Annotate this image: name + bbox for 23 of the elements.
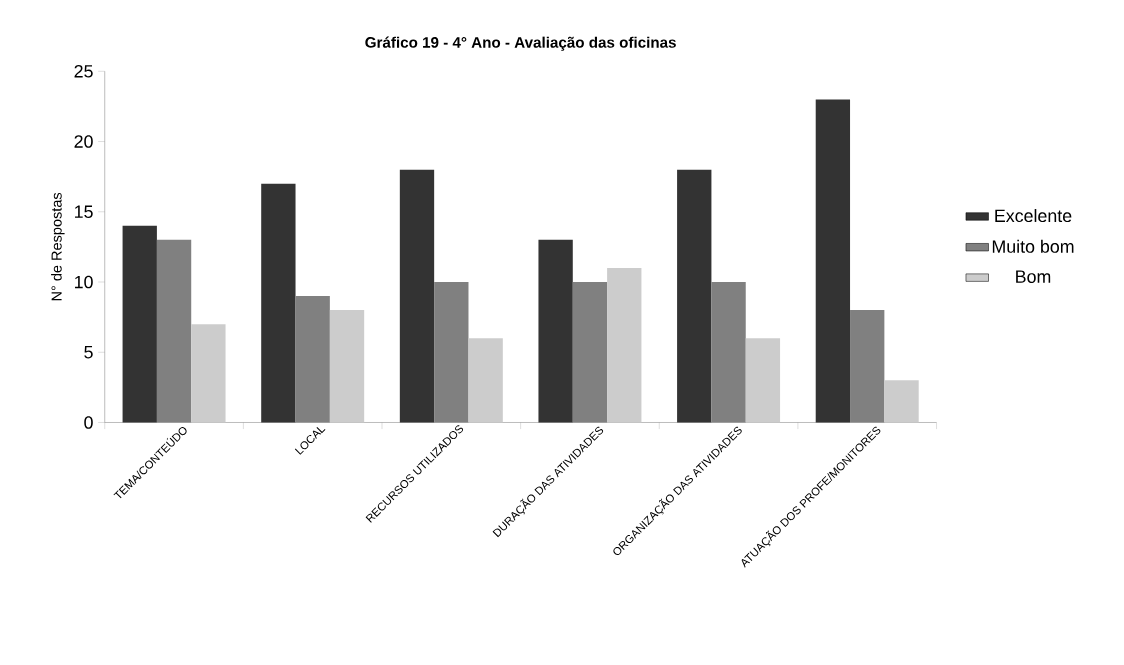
legend-label: Bom [1016,270,1051,283]
bar [261,183,296,423]
bar [329,309,365,423]
chart-title: Gráfico 19 - 4° Ano - Avaliação das oficinas [365,36,676,51]
bar [884,380,919,423]
bar [815,99,851,423]
y-tick-label: 25 [74,64,93,78]
y-tick-label: 15 [75,205,93,218]
bar [607,267,642,423]
bar [399,169,435,423]
bar [677,169,712,423]
bar [122,225,157,423]
bar [191,323,226,423]
y-tick-label: 0 [84,415,93,429]
legend-label: Excelente [995,208,1072,222]
legend-label: Muito bom [992,239,1074,253]
y-tick-label: 20 [74,135,93,148]
bar [538,239,573,423]
y-tick-label: 10 [75,275,93,289]
y-tick-label: 5 [84,345,93,359]
bar [745,338,781,423]
y-axis-title: N° de Respostas [51,192,65,301]
bar [468,338,503,423]
